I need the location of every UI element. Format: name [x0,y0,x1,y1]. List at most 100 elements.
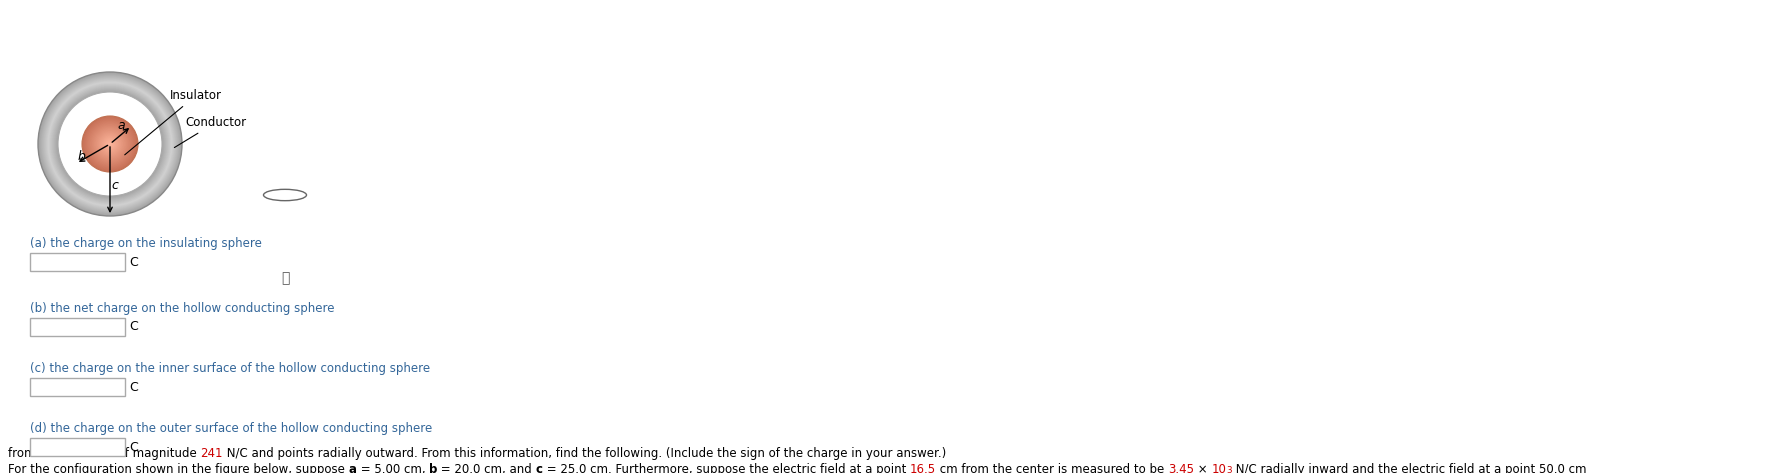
Text: a: a [349,463,357,473]
Circle shape [52,87,167,201]
Circle shape [84,118,136,170]
Circle shape [82,117,138,171]
Circle shape [50,85,168,203]
Circle shape [52,86,168,202]
Text: N/C and points radially outward. From this information, find the following. (Inc: N/C and points radially outward. From th… [222,447,946,460]
Circle shape [88,123,131,166]
Circle shape [50,84,170,204]
Text: from the center is of magnitude: from the center is of magnitude [7,447,201,460]
Text: (d) the charge on the outer surface of the hollow conducting sphere: (d) the charge on the outer surface of t… [30,422,432,435]
Circle shape [45,79,174,209]
Circle shape [56,88,165,199]
Circle shape [54,88,167,200]
Circle shape [45,79,176,210]
Circle shape [93,128,125,160]
Text: C: C [129,255,138,269]
Circle shape [50,83,170,205]
Text: N/C radially inward and the electric field at a point 50.0 cm: N/C radially inward and the electric fie… [1233,463,1586,473]
Circle shape [39,74,179,214]
Circle shape [102,137,116,151]
Circle shape [90,124,129,164]
Circle shape [54,88,167,201]
Text: ⓘ: ⓘ [281,271,289,285]
Circle shape [100,134,120,154]
Circle shape [93,126,127,161]
Circle shape [86,120,134,168]
Circle shape [97,131,124,158]
Text: b: b [428,463,437,473]
Circle shape [106,139,115,149]
Text: (c) the charge on the inner surface of the hollow conducting sphere: (c) the charge on the inner surface of t… [30,362,430,375]
FancyBboxPatch shape [30,438,125,456]
Circle shape [86,121,133,167]
Circle shape [47,80,174,208]
Circle shape [41,75,179,213]
Circle shape [109,142,111,145]
Circle shape [84,117,136,171]
Circle shape [100,133,120,155]
Text: 241: 241 [201,447,222,460]
Text: 16.5: 16.5 [910,463,935,473]
Circle shape [90,124,131,164]
Text: C: C [129,380,138,394]
Text: For the configuration shown in the figure below, suppose: For the configuration shown in the figur… [7,463,349,473]
Text: (b) the net charge on the hollow conducting sphere: (b) the net charge on the hollow conduct… [30,302,335,315]
Circle shape [43,77,177,210]
Text: a: a [116,119,125,131]
Text: c: c [111,179,118,192]
Circle shape [106,140,115,148]
Circle shape [56,90,165,198]
Circle shape [38,72,183,216]
Circle shape [91,125,129,163]
Circle shape [41,75,179,213]
Circle shape [93,127,127,161]
Circle shape [100,135,118,153]
Text: (a) the charge on the insulating sphere: (a) the charge on the insulating sphere [30,237,262,250]
Circle shape [90,123,131,165]
Circle shape [97,131,122,157]
Text: Conductor: Conductor [174,116,246,148]
Circle shape [45,78,176,210]
Circle shape [39,73,181,215]
Circle shape [57,91,163,197]
Text: C: C [129,440,138,454]
Circle shape [86,120,134,168]
Circle shape [88,122,133,166]
Circle shape [102,136,118,152]
Text: c: c [536,463,543,473]
Text: ×: × [1193,463,1211,473]
Circle shape [106,140,113,148]
Text: = 5.00 cm,: = 5.00 cm, [357,463,428,473]
Text: Insulator: Insulator [125,89,222,155]
Text: C: C [129,321,138,333]
Circle shape [52,85,168,202]
Text: 3.45: 3.45 [1168,463,1193,473]
Circle shape [99,132,122,156]
Circle shape [108,141,113,147]
FancyBboxPatch shape [30,378,125,396]
Circle shape [57,91,163,197]
Circle shape [48,82,172,206]
Text: = 25.0 cm. Furthermore, suppose the electric field at a point: = 25.0 cm. Furthermore, suppose the elec… [543,463,910,473]
Circle shape [108,142,113,146]
Text: b: b [77,150,84,164]
Circle shape [41,76,177,212]
Circle shape [82,116,138,172]
Circle shape [104,138,116,150]
Text: 10: 10 [1211,463,1226,473]
Circle shape [95,129,125,159]
Circle shape [102,136,118,152]
Circle shape [91,126,129,162]
Text: 3: 3 [1226,466,1233,473]
Circle shape [104,139,116,149]
Circle shape [43,77,177,211]
Circle shape [47,81,172,207]
Text: = 20.0 cm, and: = 20.0 cm, and [437,463,536,473]
Circle shape [57,92,161,196]
Circle shape [95,129,125,159]
FancyBboxPatch shape [30,253,125,271]
Circle shape [57,92,161,196]
FancyBboxPatch shape [30,318,125,336]
Circle shape [99,133,122,155]
Circle shape [48,83,172,205]
